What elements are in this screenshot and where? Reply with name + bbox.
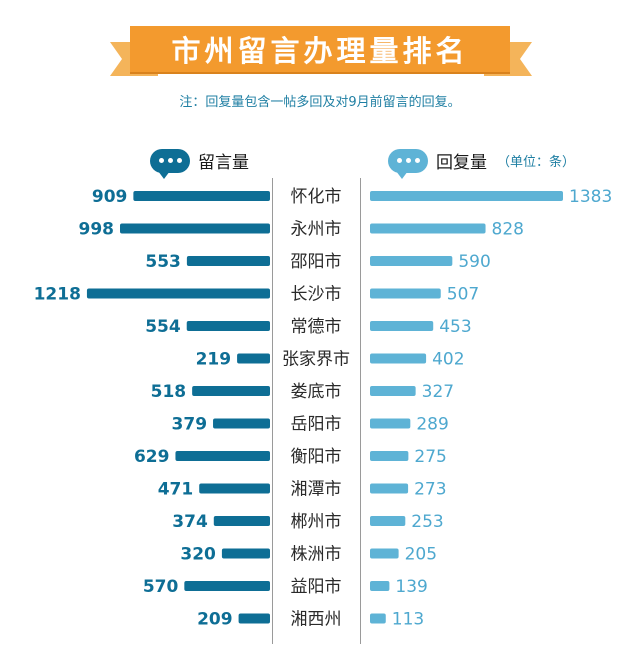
legend-label-replies: 回复量 — [436, 153, 487, 173]
divider-left — [272, 178, 273, 644]
category-label-12: 益阳市 — [291, 577, 342, 597]
category-label-13: 湘西州 — [291, 610, 342, 630]
bar-left-7 — [213, 418, 270, 429]
value-label-right-12: 139 — [395, 577, 427, 597]
bar-left-1 — [120, 223, 270, 234]
value-label-left-13: 209 — [197, 610, 233, 630]
bar-left-11 — [221, 548, 270, 559]
value-label-right-6: 327 — [422, 382, 454, 402]
bar-left-6 — [192, 386, 270, 396]
bar-right-5 — [370, 353, 427, 364]
value-label-right-0: 1383 — [569, 187, 612, 207]
category-label-9: 湘潭市 — [291, 480, 342, 500]
value-label-right-7: 289 — [416, 415, 448, 435]
value-label-left-0: 909 — [92, 187, 128, 207]
bar-right-3 — [370, 288, 441, 299]
value-label-right-8: 275 — [414, 447, 446, 467]
legend-right: 回复量 （单位：条） — [388, 148, 576, 179]
bar-right-2 — [370, 256, 453, 266]
category-label-8: 衡阳市 — [291, 447, 342, 467]
value-label-left-7: 379 — [172, 415, 208, 435]
chat-bubble-icon — [150, 148, 190, 179]
value-label-left-10: 374 — [172, 512, 208, 532]
bar-right-6 — [370, 386, 416, 396]
bar-right-13 — [370, 613, 386, 624]
bar-left-3 — [86, 288, 270, 299]
category-label-2: 邵阳市 — [291, 252, 342, 272]
value-label-right-10: 253 — [411, 512, 443, 532]
bar-right-8 — [370, 451, 409, 461]
value-label-left-4: 554 — [145, 317, 181, 337]
legend-label-messages: 留言量 — [198, 153, 249, 173]
value-label-right-1: 828 — [492, 220, 524, 240]
bar-right-4 — [370, 321, 434, 331]
bar-right-1 — [370, 223, 486, 234]
banner-body: 市州留言办理量排名 — [130, 26, 510, 72]
value-label-left-11: 320 — [180, 545, 216, 565]
value-label-right-9: 273 — [414, 480, 446, 500]
bar-left-9 — [199, 483, 270, 494]
bar-right-10 — [370, 516, 406, 526]
bar-left-8 — [175, 451, 270, 461]
category-label-11: 株洲市 — [291, 545, 342, 565]
legend-unit: （单位：条） — [497, 155, 576, 170]
category-label-5: 张家界市 — [282, 350, 350, 370]
value-label-right-4: 453 — [439, 317, 471, 337]
bar-left-10 — [213, 516, 270, 526]
value-label-left-1: 998 — [79, 220, 115, 240]
value-label-left-5: 219 — [196, 350, 232, 370]
category-label-10: 郴州市 — [291, 512, 342, 532]
category-label-0: 怀化市 — [291, 187, 342, 207]
value-label-left-3: 1218 — [34, 285, 81, 305]
bar-left-2 — [186, 256, 270, 266]
chart-title: 市州留言办理量排名 — [171, 34, 469, 68]
bar-left-13 — [238, 613, 270, 624]
bar-left-12 — [184, 581, 270, 591]
bar-right-9 — [370, 483, 409, 494]
value-label-left-2: 553 — [145, 252, 181, 272]
chat-bubble-icon — [388, 148, 428, 179]
category-label-6: 娄底市 — [291, 382, 342, 402]
title-banner: 市州留言办理量排名 — [0, 0, 640, 90]
divider-right — [360, 178, 361, 644]
category-label-4: 常德市 — [291, 317, 342, 337]
value-label-right-11: 205 — [405, 545, 437, 565]
value-label-left-9: 471 — [158, 480, 194, 500]
category-label-1: 永州市 — [291, 220, 342, 240]
value-label-right-5: 402 — [432, 350, 464, 370]
value-label-right-13: 113 — [392, 610, 424, 630]
bar-left-0 — [133, 191, 270, 201]
bar-right-11 — [370, 548, 399, 559]
value-label-left-6: 518 — [151, 382, 187, 402]
bar-left-4 — [186, 321, 270, 331]
bar-left-5 — [237, 353, 270, 364]
value-label-right-2: 590 — [458, 252, 490, 272]
bar-right-7 — [370, 418, 411, 429]
chart-note: 注：回复量包含一帖多回及对9月前留言的回复。 — [179, 95, 461, 110]
value-label-left-8: 629 — [134, 447, 170, 467]
bar-right-0 — [370, 191, 563, 201]
category-label-7: 岳阳市 — [291, 415, 342, 435]
value-label-left-12: 570 — [143, 577, 179, 597]
value-label-right-3: 507 — [447, 285, 479, 305]
legend-left: 留言量 — [150, 148, 249, 179]
category-label-3: 长沙市 — [291, 285, 342, 305]
bar-right-12 — [370, 581, 390, 591]
